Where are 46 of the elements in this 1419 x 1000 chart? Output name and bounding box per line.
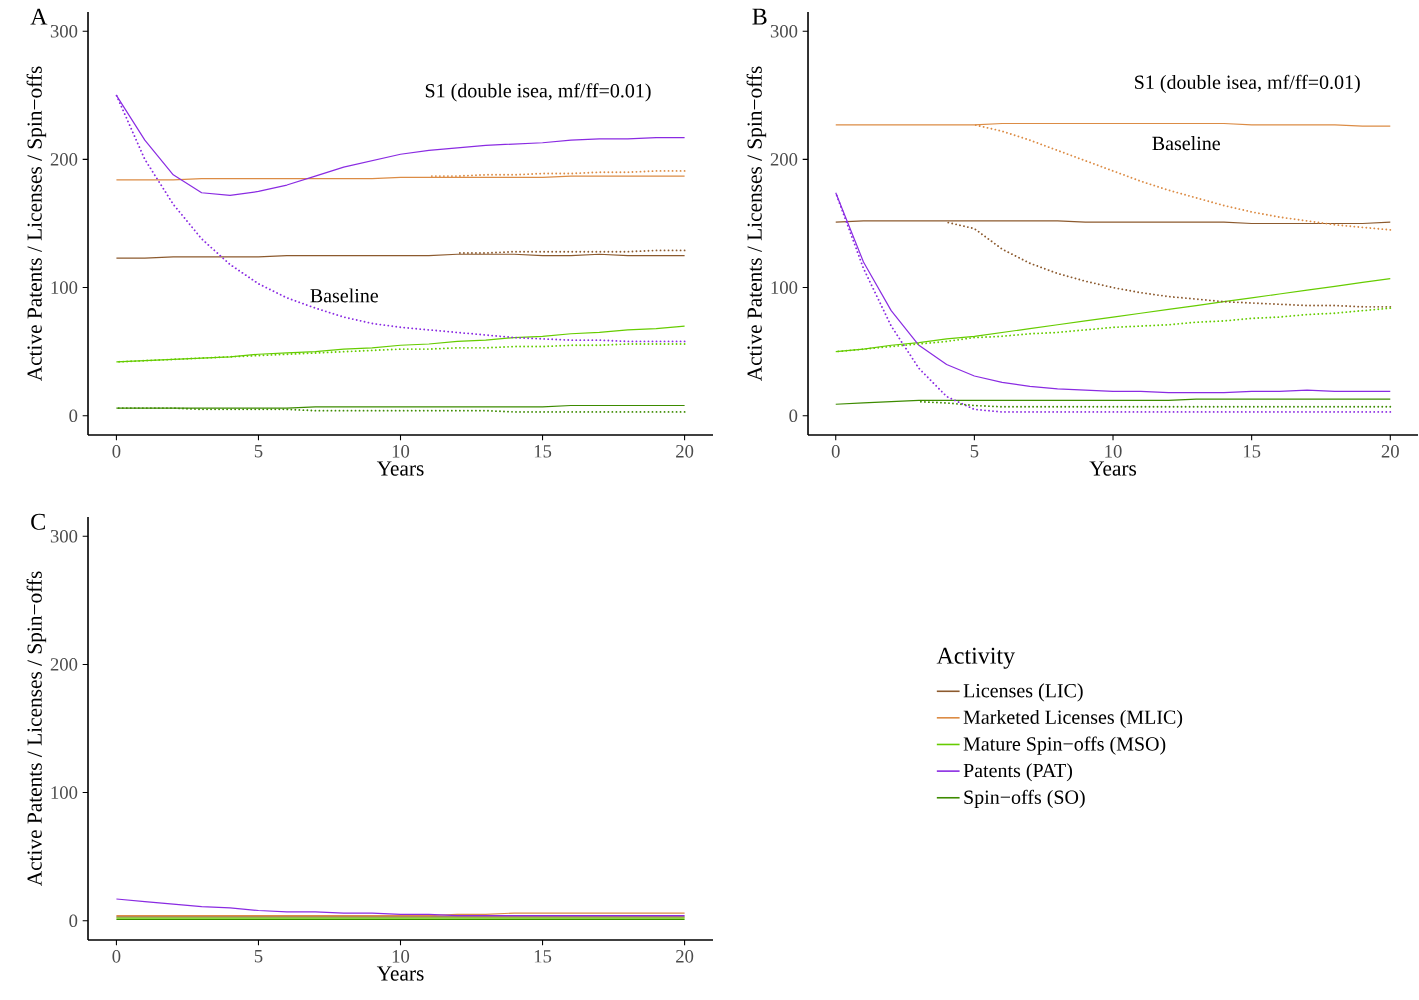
x-tick-label: 10 bbox=[392, 950, 410, 963]
y-axis-title: Active Patents / Licenses / Spin−offs bbox=[26, 571, 47, 887]
x-tick-label: 10 bbox=[392, 445, 410, 458]
y-tick-label: 0 bbox=[69, 409, 78, 423]
legend-title: Activity bbox=[936, 647, 1016, 669]
legend-label: Mature Spin−offs (MSO) bbox=[963, 736, 1166, 755]
y-tick-label: 300 bbox=[50, 24, 78, 38]
chart-title: A bbox=[30, 8, 48, 25]
y-tick-label: 0 bbox=[69, 914, 78, 928]
legend-label: Marketed Licenses (MLIC) bbox=[963, 709, 1183, 729]
y-tick-label: 100 bbox=[51, 786, 78, 799]
y-axis-title: Active Patents / Licenses / Spin−offs bbox=[746, 66, 767, 382]
y-tick-label: 200 bbox=[770, 153, 798, 166]
x-tick-label: 15 bbox=[534, 445, 552, 458]
y-tick-label: 200 bbox=[50, 153, 78, 166]
x-tick-label: 20 bbox=[676, 445, 694, 458]
x-tick-label: 0 bbox=[831, 445, 840, 458]
x-tick-label: 20 bbox=[1381, 445, 1399, 458]
x-tick-label: 5 bbox=[970, 445, 979, 458]
x-tick-label: 15 bbox=[534, 950, 552, 963]
chart-title: B bbox=[752, 8, 767, 25]
y-tick-label: 0 bbox=[789, 409, 798, 423]
annotation: S1 (double isea, mf/ff=0.01) bbox=[425, 83, 651, 102]
y-tick-label: 300 bbox=[50, 529, 78, 543]
x-axis-title: Years bbox=[376, 966, 424, 981]
legend-label: Licenses (LIC) bbox=[963, 683, 1083, 702]
x-tick-label: 5 bbox=[254, 950, 263, 963]
legend-label: Patents (PAT) bbox=[963, 763, 1073, 782]
x-tick-label: 0 bbox=[112, 445, 121, 458]
y-tick-label: 100 bbox=[771, 281, 798, 294]
x-tick-label: 0 bbox=[112, 950, 121, 963]
y-tick-label: 300 bbox=[770, 24, 798, 38]
annotation: Baseline bbox=[1152, 136, 1220, 151]
x-tick-label: 15 bbox=[1243, 445, 1261, 458]
x-tick-label: 5 bbox=[254, 445, 263, 458]
x-tick-label: 10 bbox=[1105, 445, 1122, 458]
x-axis-title: Years bbox=[1089, 461, 1137, 476]
legend-label: Spin−offs (SO) bbox=[964, 789, 1085, 809]
annotation: S1 (double isea, mf/ff=0.01) bbox=[1135, 74, 1360, 94]
x-tick-label: 20 bbox=[676, 950, 694, 963]
y-axis-title: Active Patents / Licenses / Spin−offs bbox=[26, 66, 47, 382]
annotation: Baseline bbox=[310, 288, 378, 303]
y-tick-label: 200 bbox=[50, 658, 78, 671]
x-axis-title: Years bbox=[376, 461, 424, 476]
chart-title: C bbox=[31, 513, 45, 530]
y-tick-label: 100 bbox=[51, 281, 78, 294]
